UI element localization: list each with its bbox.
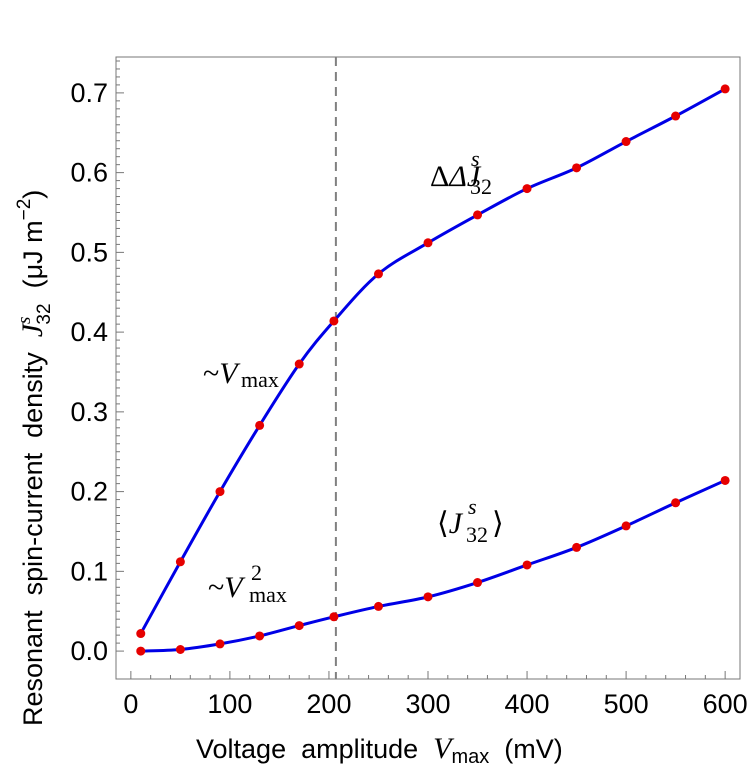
x-tick-label: 600	[703, 689, 747, 719]
x-tick-label: 400	[505, 689, 550, 719]
data-point-delta	[621, 137, 631, 147]
data-point-delta	[329, 316, 339, 326]
quadratic-scaling-label: ~V	[208, 571, 246, 604]
quadratic-scaling-sub: max	[249, 582, 287, 607]
y-tick-label: 0.1	[70, 556, 108, 586]
delta-j-sup: s	[471, 146, 480, 171]
y-tick-label: 0.3	[70, 397, 108, 427]
series-line-mean	[140, 479, 726, 653]
data-point-mean	[255, 631, 265, 641]
data-point-mean	[473, 578, 483, 588]
data-point-delta	[522, 184, 532, 194]
y-tick-label: 0.4	[70, 317, 108, 347]
data-point-delta	[255, 420, 265, 430]
x-tick-label: 300	[405, 689, 450, 719]
data-point-delta	[373, 269, 383, 279]
data-point-mean	[621, 521, 631, 531]
mean-j-sup: s	[468, 494, 477, 519]
linear-scaling-label: ~V	[203, 357, 241, 390]
data-point-mean	[294, 621, 304, 631]
quadratic-scaling-sup: 2	[251, 560, 262, 585]
x-axis-title: Voltage amplitude Vmax (mV)	[196, 732, 563, 768]
delta-j-sub: 32	[470, 174, 492, 199]
data-point-mean	[136, 646, 146, 656]
y-axis: 0.0 0.1 0.2 0.3 0.4 0.5 0.6 0.7	[70, 60, 124, 666]
data-point-delta	[671, 111, 681, 121]
series-layer	[136, 84, 730, 656]
x-tick-label: 0	[123, 689, 138, 719]
linear-scaling-sub: max	[241, 367, 279, 392]
data-point-delta	[572, 163, 582, 173]
data-point-mean	[329, 612, 339, 622]
data-point-mean	[522, 560, 532, 570]
data-point-mean	[720, 475, 730, 485]
x-tick-label: 500	[604, 689, 649, 719]
data-point-mean	[373, 601, 383, 611]
data-point-mean	[215, 639, 225, 649]
mean-j-sub: 32	[466, 522, 488, 547]
data-point-mean	[175, 644, 185, 654]
data-point-delta	[720, 84, 730, 94]
delta-j-label: ΔΔJ	[430, 160, 482, 193]
y-tick-label: 0.7	[70, 78, 108, 108]
y-tick-label: 0.2	[70, 477, 108, 507]
data-point-delta	[175, 557, 185, 567]
data-point-mean	[572, 542, 582, 552]
y-tick-label: 0.0	[70, 636, 108, 666]
data-point-delta	[294, 359, 304, 369]
data-point-mean	[671, 498, 681, 508]
y-tick-label: 0.5	[70, 237, 108, 267]
data-point-delta	[136, 629, 146, 639]
x-axis: 0 100 200 300 400 500 600	[123, 671, 747, 719]
mean-j-close: ⟩	[492, 507, 504, 540]
data-point-delta	[473, 210, 483, 220]
data-point-delta	[423, 238, 433, 248]
y-axis-title: Resonant spin-current density Js32 (μJ m…	[14, 190, 55, 726]
y-tick-label: 0.6	[70, 158, 108, 188]
mean-j-label: ⟨J	[437, 507, 464, 540]
x-tick-label: 200	[306, 689, 351, 719]
x-tick-label: 100	[207, 689, 252, 719]
data-point-mean	[423, 592, 433, 602]
data-point-delta	[215, 487, 225, 497]
